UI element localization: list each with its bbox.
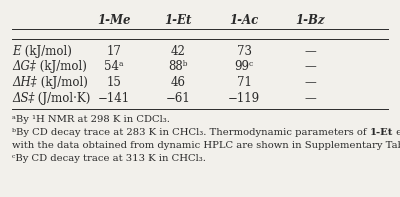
Text: ᵃBy ¹H NMR at 298 K in CDCl₃.: ᵃBy ¹H NMR at 298 K in CDCl₃.: [12, 115, 170, 124]
Text: 1-Me: 1-Me: [97, 14, 131, 27]
Text: 1-Bz: 1-Bz: [295, 14, 325, 27]
Text: 88ᵇ: 88ᵇ: [168, 60, 188, 73]
Text: ΔG‡: ΔG‡: [12, 60, 36, 73]
Text: 1-Ac: 1-Ac: [229, 14, 259, 27]
Text: 1-Et: 1-Et: [370, 128, 393, 137]
Text: −141: −141: [98, 92, 130, 105]
Text: 15: 15: [106, 76, 122, 89]
Text: —: —: [304, 60, 316, 73]
Text: (kJ/mol): (kJ/mol): [37, 76, 88, 89]
Text: with the data obtained from dynamic HPLC are shown in Supplementary Tables S2, S: with the data obtained from dynamic HPLC…: [12, 141, 400, 150]
Text: —: —: [304, 76, 316, 89]
Text: ᵇBy CD decay trace at 283 K in CHCl₃. Thermodynamic parameters of: ᵇBy CD decay trace at 283 K in CHCl₃. Th…: [12, 128, 370, 137]
Text: 42: 42: [170, 45, 186, 58]
Text: 46: 46: [170, 76, 186, 89]
Text: —: —: [304, 92, 316, 105]
Text: 54ᵃ: 54ᵃ: [104, 60, 124, 73]
Text: —: —: [304, 45, 316, 58]
Text: E: E: [12, 45, 21, 58]
Text: 73: 73: [236, 45, 252, 58]
Text: ΔS‡: ΔS‡: [12, 92, 34, 105]
Text: −61: −61: [166, 92, 190, 105]
Text: (kJ/mol): (kJ/mol): [36, 60, 87, 73]
Text: 99ᶜ: 99ᶜ: [234, 60, 254, 73]
Text: ᶜBy CD decay trace at 313 K in CHCl₃.: ᶜBy CD decay trace at 313 K in CHCl₃.: [12, 154, 206, 163]
Text: −119: −119: [228, 92, 260, 105]
Text: estimated: estimated: [393, 128, 400, 137]
Text: 1-Et: 1-Et: [164, 14, 192, 27]
Text: (J/mol·K): (J/mol·K): [34, 92, 91, 105]
Text: 17: 17: [106, 45, 122, 58]
Text: 71: 71: [236, 76, 252, 89]
Text: (kJ/mol): (kJ/mol): [21, 45, 72, 58]
Text: ΔH‡: ΔH‡: [12, 76, 37, 89]
